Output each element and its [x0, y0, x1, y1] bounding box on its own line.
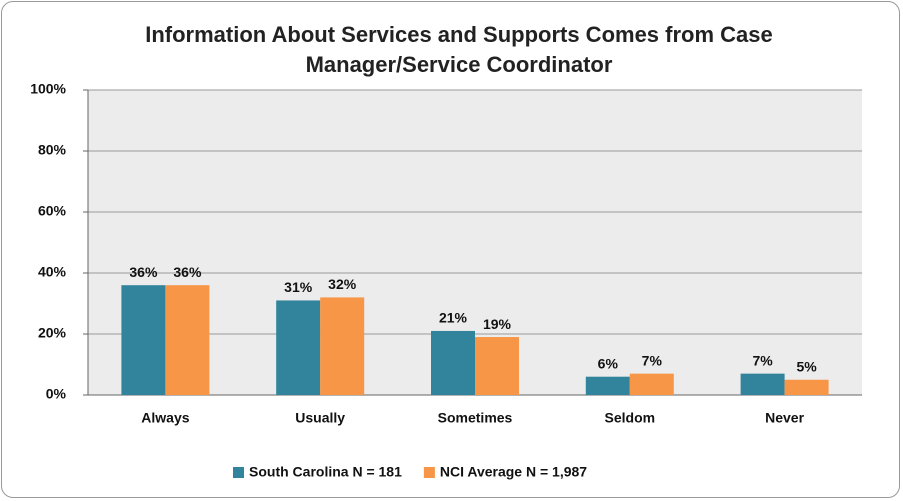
bar: [784, 379, 829, 395]
y-tick-label: 20%: [38, 325, 67, 341]
x-tick-label: Sometimes: [438, 410, 513, 426]
x-tick-label: Always: [141, 410, 189, 426]
y-tick-label: 40%: [38, 264, 67, 280]
y-tick-label: 100%: [30, 81, 66, 97]
y-tick-label: 0%: [46, 386, 67, 402]
bar: [475, 337, 519, 395]
bar: [629, 373, 674, 395]
data-label: 36%: [129, 264, 158, 280]
data-label: 31%: [284, 279, 313, 295]
data-label: 7%: [752, 352, 773, 368]
data-label: 32%: [328, 276, 357, 292]
legend-label: South Carolina N = 181: [249, 464, 402, 480]
bar: [165, 285, 210, 395]
bar: [585, 376, 630, 395]
legend-swatch: [233, 467, 244, 478]
data-label: 21%: [439, 310, 468, 326]
y-tick-label: 60%: [38, 203, 67, 219]
x-tick-label: Seldom: [605, 410, 656, 426]
bar: [740, 373, 785, 395]
data-label: 6%: [598, 355, 619, 371]
bar: [320, 297, 365, 395]
chart-title: Information About Services and Supports …: [145, 22, 773, 77]
x-tick-label: Usually: [295, 410, 345, 426]
data-label: 7%: [642, 352, 663, 368]
y-tick-label: 80%: [38, 142, 67, 158]
bar: [431, 330, 475, 395]
data-label: 19%: [483, 316, 512, 332]
data-label: 5%: [796, 358, 817, 374]
legend-swatch: [423, 467, 435, 478]
legend-label: NCI Average N = 1,987: [440, 464, 587, 480]
data-label: 36%: [173, 264, 202, 280]
x-tick-label: Never: [765, 410, 804, 426]
bar: [276, 300, 321, 395]
bar: [121, 285, 166, 395]
